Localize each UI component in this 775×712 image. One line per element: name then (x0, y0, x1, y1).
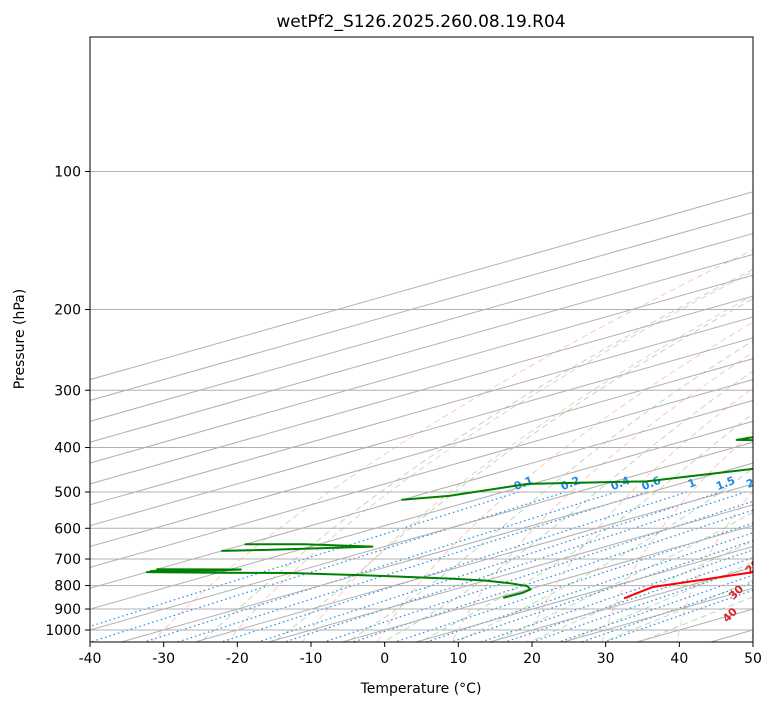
isotherm-line (119, 462, 753, 642)
x-tick-label: -10 (300, 651, 323, 667)
mixing-ratio-label: 2 (744, 476, 756, 491)
dry-adiabat-line (676, 490, 753, 642)
dewpoint-profile-line (149, 568, 242, 573)
x-tick-label: 10 (449, 651, 467, 667)
isotherm-line (266, 504, 753, 642)
x-tick-label: 0 (380, 651, 389, 667)
isotherm-line (414, 546, 753, 642)
x-tick-label: 50 (744, 651, 762, 667)
x-tick-label: -20 (226, 651, 249, 667)
x-tick-label: -30 (152, 651, 175, 667)
isotherm-line (90, 337, 753, 527)
isotherm-line (90, 399, 753, 589)
isotherm-line (90, 420, 753, 610)
isotherm-label: 20 (743, 557, 763, 577)
y-tick-label: 500 (54, 485, 81, 501)
x-axis: -40 -30 -20 -10 0 10 20 30 40 50 (79, 642, 762, 667)
isotherm-line (90, 316, 753, 506)
chart-title: wetPf2_S126.2025.260.08.19.R04 (276, 12, 565, 32)
y-tick-label: 600 (54, 521, 81, 537)
y-tick-label: 300 (54, 383, 81, 399)
dry-adiabat-line (451, 351, 753, 642)
isotherm-line (90, 274, 753, 464)
mixing-ratio-label: 1 (686, 476, 698, 491)
y-axis: 100 200 300 400 500 600 700 800 900 1000 (45, 165, 90, 639)
isotherm-line (90, 358, 753, 548)
y-tick-label: 1000 (45, 623, 81, 639)
plot-frame (89, 36, 754, 643)
dry-adiabat-line (526, 387, 753, 642)
dewpoint-profile-line (221, 543, 374, 552)
x-tick-label: 40 (670, 651, 688, 667)
isotherm-line (340, 525, 753, 642)
moist-adiabat-line (534, 540, 753, 641)
y-tick-label: 400 (54, 441, 81, 457)
y-tick-label: 200 (54, 303, 81, 319)
isotherm-line (90, 212, 753, 401)
x-tick-label: 30 (597, 651, 615, 667)
dry-adiabat-line (376, 321, 753, 642)
moist-adiabat-line (571, 561, 753, 641)
moist-adiabat-line (386, 370, 753, 641)
dry-adiabat-line (301, 294, 753, 642)
y-tick-label: 700 (54, 552, 81, 568)
sounding-profiles (145, 436, 753, 600)
dewpoint-profile-line (145, 571, 532, 599)
isotherm-line (90, 295, 753, 485)
isotherm-line (90, 191, 753, 381)
moist-adiabat-line (460, 467, 753, 641)
x-tick-label: -40 (79, 651, 102, 667)
y-tick-label: 900 (54, 602, 81, 618)
plot-background (90, 37, 753, 642)
isotherm-line (90, 253, 753, 443)
y-tick-label: 100 (54, 165, 81, 181)
x-tick-label: 20 (523, 651, 541, 667)
y-axis-title: Pressure (hPa) (12, 289, 28, 389)
moist-adiabat-line (202, 268, 753, 641)
y-tick-label: 800 (54, 579, 81, 595)
isotherm-line (90, 379, 753, 568)
x-axis-title: Temperature (°C) (360, 681, 482, 697)
moist-adiabat-line (350, 340, 753, 641)
isobar-lines (90, 171, 753, 631)
isotherm-line (90, 441, 753, 631)
isotherm-line (193, 483, 753, 642)
